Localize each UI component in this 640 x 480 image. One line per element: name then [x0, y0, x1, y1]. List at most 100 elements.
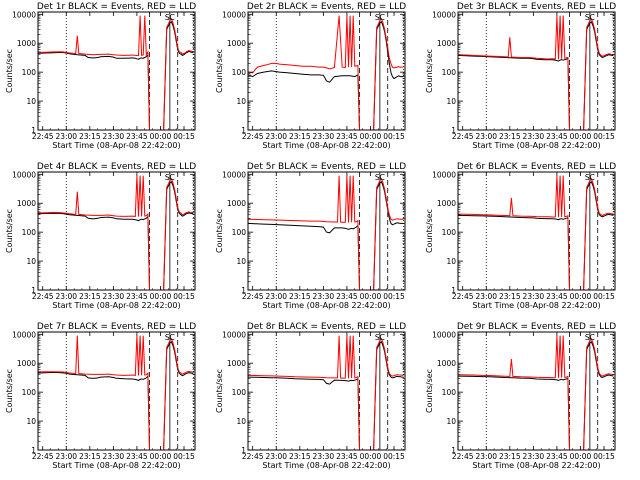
x-tick-label: 00:15 — [593, 452, 615, 461]
series-events-line — [248, 340, 404, 450]
x-tick-label: 23:30 — [523, 292, 545, 301]
x-tick-label: 23:15 — [79, 132, 101, 141]
series-lld-line — [38, 15, 194, 130]
x-tick-label: 23:45 — [126, 292, 148, 301]
x-axis-label: Start Time (08-Apr-08 22:42:00) — [472, 461, 600, 470]
sc-annotation: SC — [165, 13, 175, 22]
x-tick-label: 23:30 — [523, 132, 545, 141]
panel-title: Det 2r BLACK = Events, RED = LLD — [247, 2, 406, 12]
y-axis-label: Counts/sec — [215, 49, 224, 93]
x-tick-label: 00:00 — [570, 132, 592, 141]
series-events-line — [38, 20, 194, 130]
x-tick-label: 00:00 — [360, 292, 382, 301]
x-tick-label: 22:45 — [452, 132, 474, 141]
y-tick-label: 10 — [446, 417, 456, 426]
plot-frame — [457, 171, 616, 291]
x-tick-label: 23:15 — [79, 292, 101, 301]
y-tick-label: 1 — [31, 126, 36, 135]
x-tick-label: 00:15 — [383, 132, 405, 141]
y-tick-label: 10000 — [222, 10, 246, 19]
x-tick-label: 23:30 — [103, 132, 125, 141]
sc-annotation: SC — [165, 173, 175, 182]
panel-title: Det 9r BLACK = Events, RED = LLD — [457, 322, 616, 332]
x-tick-label: 23:30 — [313, 452, 335, 461]
plot-frame — [247, 171, 406, 291]
x-tick-label: 23:00 — [55, 452, 77, 461]
sc-annotation: SC — [585, 13, 595, 22]
y-tick-label: 1 — [451, 446, 456, 455]
y-tick-label: 100 — [22, 228, 37, 237]
y-tick-label: 1000 — [437, 199, 456, 208]
y-tick-label: 100 — [442, 228, 457, 237]
x-tick-label: 23:30 — [103, 452, 125, 461]
x-tick-label: 23:45 — [546, 292, 568, 301]
x-tick-label: 00:00 — [150, 452, 172, 461]
x-tick-label: 23:45 — [546, 132, 568, 141]
x-tick-label: 23:00 — [265, 452, 287, 461]
x-tick-label: 23:00 — [265, 292, 287, 301]
y-tick-label: 100 — [232, 388, 247, 397]
x-tick-label: 22:45 — [242, 132, 264, 141]
x-tick-label: 00:15 — [383, 452, 405, 461]
series-lld-line — [458, 175, 614, 290]
x-tick-label: 23:00 — [55, 132, 77, 141]
y-tick-label: 1000 — [227, 199, 246, 208]
y-tick-label: 100 — [232, 68, 247, 77]
panel-title: Det 1r BLACK = Events, RED = LLD — [37, 2, 196, 12]
series-lld-line — [248, 335, 404, 450]
panel-title: Det 4r BLACK = Events, RED = LLD — [37, 162, 196, 172]
y-tick-label: 1000 — [227, 39, 246, 48]
y-tick-label: 10 — [446, 257, 456, 266]
y-tick-label: 1000 — [437, 39, 456, 48]
sc-annotation: SC — [375, 173, 385, 182]
x-tick-label: 00:15 — [383, 292, 405, 301]
series-lld-line — [248, 175, 404, 290]
y-tick-label: 100 — [22, 388, 37, 397]
plot-frame — [37, 171, 196, 291]
y-tick-label: 1 — [241, 126, 246, 135]
panel-title: Det 3r BLACK = Events, RED = LLD — [457, 2, 616, 12]
y-axis-label: Counts/sec — [425, 209, 434, 253]
x-tick-label: 23:30 — [313, 292, 335, 301]
y-tick-label: 100 — [232, 228, 247, 237]
x-tick-label: 22:45 — [32, 292, 54, 301]
panel-title: Det 7r BLACK = Events, RED = LLD — [37, 322, 196, 332]
x-tick-label: 23:15 — [499, 292, 521, 301]
plot-frame — [247, 11, 406, 131]
x-axis-label: Start Time (08-Apr-08 22:42:00) — [472, 301, 600, 310]
y-tick-label: 1 — [31, 446, 36, 455]
x-tick-label: 23:45 — [336, 292, 358, 301]
y-tick-label: 1 — [31, 286, 36, 295]
plot-frame — [247, 331, 406, 451]
x-tick-label: 23:00 — [475, 452, 497, 461]
y-tick-label: 10 — [446, 97, 456, 106]
x-tick-label: 22:45 — [242, 292, 264, 301]
x-tick-label: 22:45 — [452, 452, 474, 461]
sc-annotation: SC — [585, 173, 595, 182]
y-tick-label: 10000 — [12, 330, 36, 339]
series-lld-line — [248, 15, 404, 130]
y-tick-label: 1000 — [17, 39, 36, 48]
y-tick-label: 100 — [442, 68, 457, 77]
sc-annotation: SC — [375, 13, 385, 22]
x-tick-label: 00:00 — [150, 292, 172, 301]
x-tick-label: 22:45 — [242, 452, 264, 461]
y-tick-label: 1000 — [437, 359, 456, 368]
sc-annotation: SC — [585, 333, 595, 342]
x-tick-label: 23:00 — [265, 132, 287, 141]
x-tick-label: 00:00 — [570, 292, 592, 301]
x-tick-label: 22:45 — [452, 292, 474, 301]
y-tick-label: 100 — [442, 388, 457, 397]
y-axis-label: Counts/sec — [425, 369, 434, 413]
y-tick-label: 10000 — [12, 10, 36, 19]
x-tick-label: 22:45 — [32, 132, 54, 141]
x-tick-label: 23:15 — [289, 452, 311, 461]
